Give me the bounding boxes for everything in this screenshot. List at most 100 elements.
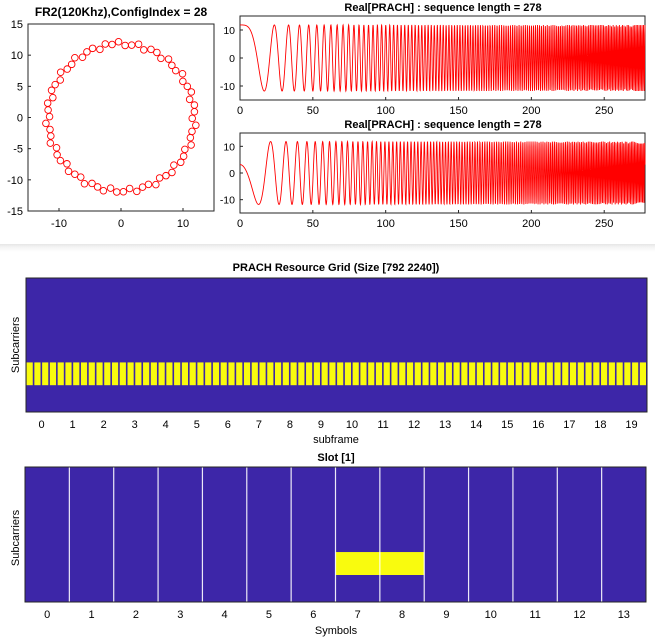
- x-tick-label: 11: [377, 419, 388, 431]
- data-point: [96, 45, 104, 54]
- active-cell: [616, 362, 623, 386]
- data-point: [64, 167, 73, 176]
- active-cell: [306, 362, 313, 386]
- x-tick-label: 9: [318, 419, 324, 431]
- constellation-plot: FR2(120Khz),ConfigIndex = 28 -10 0 10 15 10 5…: [7, 5, 215, 230]
- x-tick-label: 0: [237, 105, 243, 117]
- active-cell: [484, 362, 491, 386]
- resource-grid-ylabel: Subcarriers: [10, 316, 22, 373]
- x-tick-label: 6: [225, 419, 231, 431]
- constellation-points: [42, 38, 200, 196]
- figure-divider: [0, 244, 655, 252]
- active-cell: [282, 362, 289, 386]
- active-cell: [344, 362, 352, 386]
- data-point: [99, 187, 108, 195]
- active-cell: [577, 362, 584, 386]
- y-tick-label: 0: [17, 113, 23, 125]
- data-point: [47, 132, 55, 140]
- data-point: [190, 101, 199, 109]
- x-tick-label: 7: [355, 609, 361, 621]
- active-cell: [26, 362, 33, 386]
- y-tick-label: -10: [220, 195, 235, 207]
- data-point: [162, 171, 170, 180]
- slot-grid-cells: [25, 467, 646, 602]
- data-point: [183, 82, 192, 91]
- waveform-bottom-title: Real[PRACH] : sequence length = 278: [344, 119, 541, 131]
- waveform-top-series-line: [240, 23, 646, 93]
- x-tick-label: 16: [532, 419, 544, 431]
- data-point: [187, 88, 196, 96]
- slot-grid-ticks: 0 1 2 3 4 5 6 7 8 9 10 11 12 13: [44, 609, 630, 621]
- y-tick-label: 0: [229, 168, 235, 180]
- data-point: [119, 187, 128, 196]
- active-cell: [515, 362, 522, 386]
- resource-grid-plot: PRACH Resource Grid (Size [792 2240]) Su…: [10, 262, 648, 446]
- y-tick-label: -5: [13, 144, 23, 156]
- active-cell: [406, 362, 414, 386]
- active-cell: [34, 362, 41, 386]
- data-point: [121, 41, 129, 50]
- active-cell: [469, 362, 476, 386]
- active-cell: [593, 362, 600, 386]
- data-point: [178, 69, 187, 78]
- x-tick-label: 18: [594, 419, 606, 431]
- data-point: [187, 141, 195, 149]
- x-tick-label: 200: [522, 218, 540, 230]
- active-cell: [88, 362, 95, 386]
- x-tick-label: 10: [177, 218, 189, 230]
- active-cell: [143, 362, 150, 386]
- data-point: [52, 143, 61, 152]
- active-cell: [360, 362, 367, 386]
- waveform-bottom-series-line: [239, 139, 646, 207]
- active-cell: [290, 362, 297, 386]
- y-tick-label: 0: [229, 53, 235, 65]
- x-tick-label: 9: [443, 609, 449, 621]
- active-cell: [461, 362, 468, 386]
- data-point: [114, 38, 123, 46]
- y-tick-label: 10: [223, 141, 235, 153]
- active-cell: [453, 362, 460, 386]
- x-tick-label: 0: [118, 218, 124, 230]
- data-point: [188, 127, 196, 136]
- waveform-top-title: Real[PRACH] : sequence length = 278: [344, 2, 541, 14]
- x-tick-label: 13: [618, 609, 630, 621]
- x-tick-label: 50: [307, 218, 319, 230]
- data-point: [77, 173, 85, 181]
- data-point: [153, 48, 161, 57]
- active-cell: [430, 362, 437, 386]
- active-cell: [49, 362, 57, 386]
- x-tick-label: 150: [449, 105, 467, 117]
- active-cell: [321, 362, 328, 386]
- x-tick-label: 3: [177, 609, 183, 621]
- active-cell: [259, 362, 266, 386]
- data-point: [147, 45, 155, 54]
- data-point: [168, 168, 176, 177]
- active-cell: [65, 362, 72, 386]
- x-tick-label: 12: [573, 609, 585, 621]
- active-cell: [335, 552, 380, 575]
- active-cell: [337, 362, 344, 386]
- active-cell: [538, 362, 546, 386]
- active-cell: [166, 362, 173, 386]
- x-tick-label: 12: [408, 419, 420, 431]
- x-tick-label: 150: [449, 218, 467, 230]
- x-tick-label: 1: [88, 609, 94, 621]
- data-point: [133, 187, 141, 196]
- x-tick-label: 19: [625, 419, 637, 431]
- x-tick-label: 2: [101, 419, 107, 431]
- data-point: [78, 53, 87, 61]
- active-cell: [197, 362, 204, 386]
- data-point: [56, 68, 65, 77]
- x-tick-label: 4: [222, 609, 228, 621]
- data-point: [71, 170, 79, 178]
- x-tick-label: 3: [132, 419, 138, 431]
- y-tick-label: -10: [7, 175, 23, 187]
- active-cell: [181, 362, 189, 386]
- data-point: [71, 54, 79, 62]
- active-cell: [158, 362, 165, 386]
- active-cell: [73, 362, 80, 386]
- data-point: [42, 119, 50, 128]
- data-point: [93, 183, 102, 191]
- active-cell: [422, 362, 429, 386]
- active-cell: [569, 362, 577, 386]
